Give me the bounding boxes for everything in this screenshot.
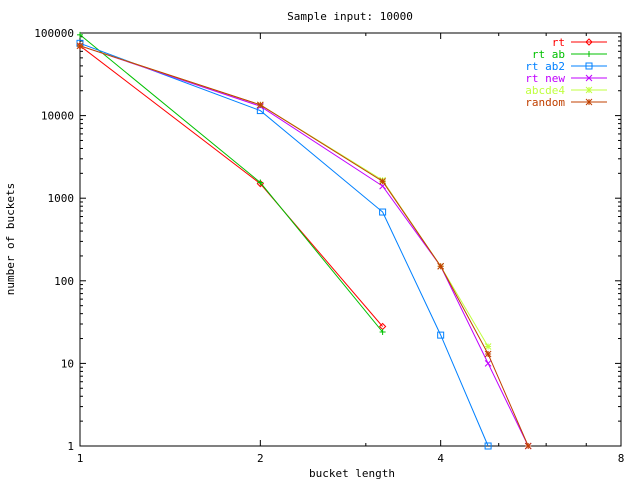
series-layer (76, 31, 532, 450)
data-point (484, 343, 492, 350)
legend-label: random (525, 96, 565, 109)
data-point (77, 31, 83, 38)
x-tick-label: 1 (77, 452, 84, 465)
y-tick-label: 100 (54, 275, 74, 288)
y-tick-label: 100000 (34, 27, 74, 40)
legend-marker (586, 51, 592, 57)
data-point (484, 442, 492, 450)
data-point (437, 262, 445, 270)
series-line (79, 45, 383, 327)
series-line (79, 45, 529, 447)
x-tick-label: 2 (257, 452, 264, 465)
data-point (379, 328, 386, 335)
data-point (379, 177, 386, 185)
data-point (256, 101, 264, 109)
data-point (379, 208, 387, 216)
y-tick-label: 1 (67, 440, 74, 453)
y-axis-label: number of buckets (4, 183, 17, 296)
legend-marker (585, 98, 593, 106)
x-tick-label: 4 (437, 452, 444, 465)
y-axis-ticks: 1 10 100 1000 10000 100000 (34, 27, 621, 453)
data-point (484, 350, 492, 358)
y-tick-label: 10000 (41, 110, 74, 123)
data-point (257, 179, 264, 186)
series-line (79, 34, 383, 333)
legend-label: rt ab2 (525, 60, 565, 73)
y-tick-label: 10 (61, 357, 74, 370)
data-point (484, 360, 492, 367)
x-axis-ticks: 1 2 4 8 (77, 33, 625, 465)
x-axis-label: bucket length (309, 467, 395, 480)
legend-label: abcde4 (525, 84, 565, 97)
legend-label: rt ab (532, 48, 565, 61)
x-tick-label: 8 (618, 452, 625, 465)
plot-frame (79, 32, 622, 447)
legend-marker (585, 74, 593, 82)
legend-marker (585, 38, 593, 46)
y-tick-label: 1000 (48, 192, 75, 205)
legend-label: rt new (525, 72, 565, 85)
series-line (79, 45, 489, 347)
chart-title: Sample input: 10000 (287, 10, 413, 23)
data-point (437, 331, 445, 339)
series-line (79, 42, 489, 447)
legend-label: rt (552, 36, 565, 49)
legend-marker (585, 86, 593, 94)
data-point (76, 42, 84, 50)
data-point (524, 442, 532, 450)
legend-marker (585, 62, 593, 70)
series-line (79, 45, 529, 447)
